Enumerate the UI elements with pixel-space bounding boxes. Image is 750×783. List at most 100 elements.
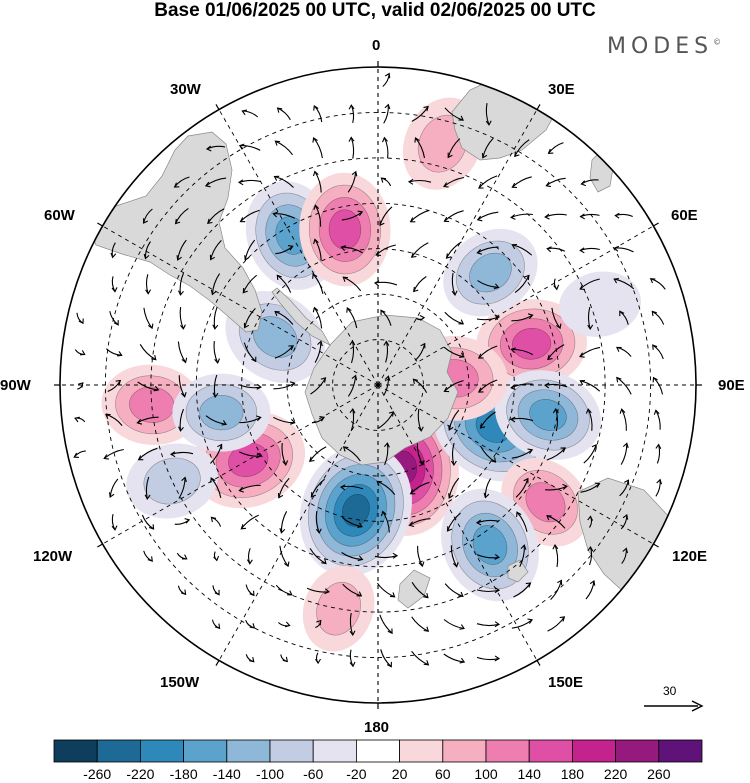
- wind-vector-head: [256, 452, 262, 459]
- wind-vector: [485, 103, 490, 126]
- colorbar-swatch: [269, 739, 314, 763]
- colorbar-tick-label: -20: [346, 766, 367, 782]
- wind-vector-head: [313, 238, 319, 245]
- meridian-tick: [536, 104, 541, 110]
- wind-vector-head: [256, 415, 262, 422]
- colorbar-tick-label: -60: [303, 766, 324, 782]
- meridian-label-60w: 60W: [44, 207, 75, 224]
- wind-vector-head: [477, 353, 484, 359]
- wind-vector-head: [511, 243, 518, 250]
- wind-vector: [239, 416, 261, 424]
- wind-vector-head: [315, 658, 321, 665]
- wind-vector-head: [176, 255, 182, 261]
- wind-vector: [103, 448, 124, 459]
- wind-vector-head: [173, 182, 180, 188]
- meridian-tick: [97, 222, 103, 227]
- wind-vector: [239, 484, 261, 492]
- wind-vector-head: [392, 552, 399, 559]
- wind-vector: [411, 582, 429, 599]
- wind-vector-head: [380, 177, 387, 183]
- wind-vector: [482, 137, 494, 158]
- wind-vector-head: [384, 72, 391, 79]
- wind-vector-head: [312, 306, 319, 313]
- wind-vector-head: [443, 216, 450, 223]
- wind-vector-head: [143, 218, 149, 224]
- wind-vector-head: [212, 324, 219, 330]
- wind-vector: [616, 377, 632, 395]
- wind-vector-head: [448, 425, 454, 431]
- wind-vector: [310, 478, 325, 498]
- wind-vector: [274, 345, 294, 359]
- wind-vector: [510, 213, 533, 219]
- meridian-tick: [653, 222, 659, 227]
- wind-vector: [443, 176, 465, 187]
- colorbar-tick-label: -100: [255, 766, 285, 782]
- wind-vector: [514, 275, 530, 294]
- wind-vector: [480, 445, 496, 463]
- wind-vector: [309, 548, 327, 565]
- latitude-circle: [332, 339, 424, 431]
- wind-vector: [243, 342, 257, 362]
- wind-vector-head: [527, 313, 534, 319]
- wind-vector: [511, 176, 532, 188]
- wind-vector-head: [619, 310, 625, 317]
- wind-vector-head: [181, 554, 188, 560]
- wind-vector-head: [579, 379, 586, 386]
- wind-vector-head: [380, 510, 387, 517]
- wind-vector-head: [340, 245, 347, 251]
- wind-vector: [178, 477, 186, 499]
- wind-vector: [238, 179, 262, 183]
- wind-vector: [417, 409, 422, 432]
- wind-vector: [138, 447, 158, 461]
- wind-vector: [410, 481, 430, 495]
- wind-vector-head: [238, 486, 244, 493]
- colorbar-tick-label: -180: [169, 766, 198, 782]
- wind-vector-head: [579, 352, 585, 358]
- colorbar-tick-label: 220: [603, 766, 628, 782]
- wind-vector: [210, 477, 222, 499]
- wind-vector-head: [557, 579, 563, 586]
- wind-vector: [510, 417, 534, 422]
- wind-vector-head: [184, 518, 191, 524]
- wind-vector: [244, 239, 256, 260]
- colorbar-swatch: [442, 739, 487, 763]
- wind-vector: [240, 209, 260, 222]
- meridian-line: [218, 384, 379, 661]
- wind-vector-head: [380, 309, 386, 316]
- reference-vector-label: 30: [663, 684, 677, 698]
- wind-vector-head: [409, 489, 416, 495]
- wind-vector-head: [144, 494, 151, 501]
- wind-vector: [411, 616, 429, 632]
- wind-vector: [546, 447, 566, 461]
- wind-vector: [179, 272, 185, 295]
- wind-vector-head: [313, 104, 319, 111]
- antarctic-peninsula: [271, 287, 331, 346]
- wind-vector-head: [346, 307, 352, 313]
- wind-vector-head: [349, 661, 356, 668]
- wind-vector: [519, 545, 525, 568]
- meridian-line: [377, 225, 654, 386]
- wind-vector-head: [148, 524, 155, 530]
- wind-vector: [476, 316, 500, 321]
- wind-vector-head: [319, 416, 326, 422]
- wind-vector: [211, 273, 221, 295]
- wind-vector-head: [381, 136, 388, 143]
- meridian-label-120w: 120W: [33, 548, 73, 565]
- wind-vector-head: [594, 482, 601, 488]
- wind-vector-head: [520, 544, 527, 550]
- wind-vector: [443, 653, 465, 663]
- colorbar-swatch: [183, 739, 228, 763]
- wind-vector-head: [290, 418, 296, 425]
- wind-vector: [444, 210, 464, 222]
- wind-vector: [480, 411, 496, 429]
- wind-vector: [280, 511, 288, 533]
- wind-vector: [238, 384, 261, 389]
- meridian-line: [102, 225, 379, 386]
- wind-vector-head: [111, 525, 118, 531]
- wind-vector: [278, 477, 290, 498]
- wind-vector: [347, 375, 357, 397]
- wind-vector-head: [451, 290, 458, 297]
- wind-vector: [177, 239, 187, 260]
- negative-anomaly: [559, 271, 641, 337]
- wind-vector-head: [510, 347, 516, 354]
